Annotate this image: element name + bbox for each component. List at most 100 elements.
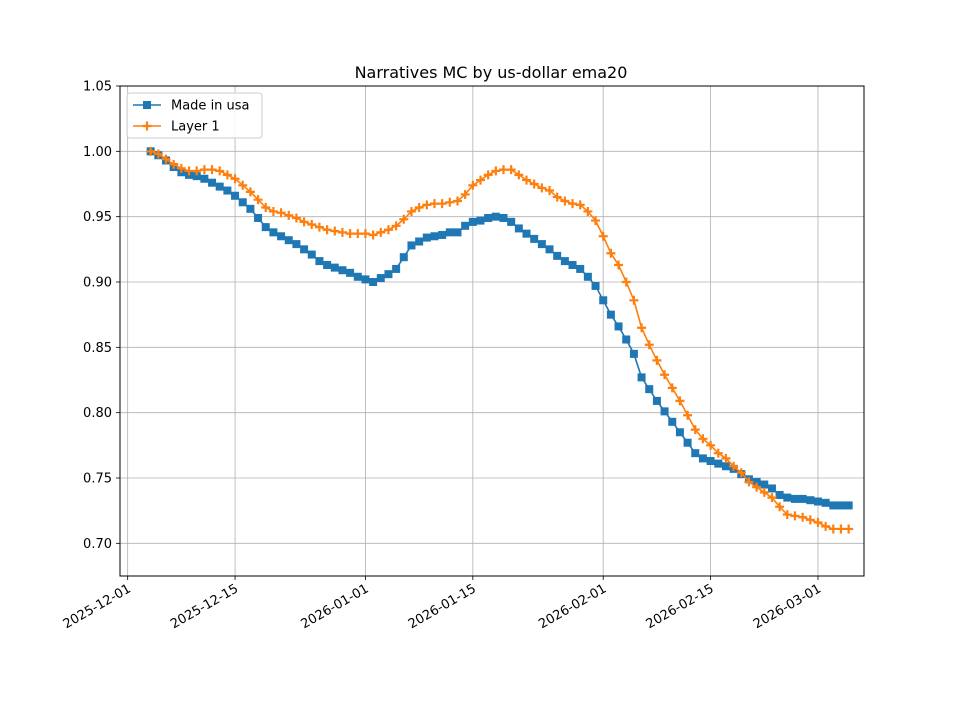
data-point [553,251,562,260]
data-point [276,208,286,218]
data-point [798,512,808,522]
y-tick-label: 1.00 [83,145,112,160]
data-point [268,206,278,216]
data-point [376,227,386,237]
data-point [445,197,455,207]
series-0 [146,147,853,510]
data-point [683,438,692,447]
data-point [821,498,830,507]
data-point [292,240,301,249]
data-point [629,295,639,305]
data-point [683,410,693,420]
data-point [430,232,439,241]
data-point [483,170,493,180]
data-point [253,195,263,205]
data-point [813,517,823,527]
data-point [407,241,416,250]
y-tick-label: 0.85 [83,341,112,356]
data-point [369,278,378,286]
data-point [438,230,447,239]
data-point [314,222,324,232]
data-point [721,462,730,471]
data-point [568,199,578,209]
data-point [514,170,524,180]
axes: 2025-12-01 2025-12-15 2026-01-01 2026-01-15… [61,80,824,633]
data-point [522,229,531,238]
data-point [460,189,470,199]
series-layer [146,146,854,534]
data-point [506,165,516,175]
data-point [307,250,316,259]
data-point [315,257,324,266]
data-point [583,272,592,281]
data-point [491,212,500,221]
data-point [230,174,240,184]
data-point [568,261,577,270]
data-point [254,213,263,222]
data-point [200,174,209,183]
data-point [767,493,777,503]
data-point [644,340,654,350]
data-point [529,179,539,189]
data-point [199,165,209,175]
data-point [299,217,309,227]
data-point [437,199,447,209]
data-point [330,226,340,236]
data-point [337,227,347,237]
data-point [415,237,424,246]
data-point [322,225,332,235]
data-point [391,221,401,231]
data-point [759,487,769,497]
data-point [805,515,815,525]
data-point [176,163,186,173]
data-point [836,524,846,534]
data-point [721,453,731,463]
data-point [468,180,478,190]
data-point [452,196,462,206]
data-point [345,229,355,239]
data-point [844,524,854,534]
data-point [829,501,838,510]
data-point [261,223,270,232]
data-point [231,191,240,200]
data-point [223,186,232,195]
data-point [222,170,232,180]
data-point [614,260,624,270]
legend-label: Made in usa [171,99,250,114]
data-point [422,200,432,210]
data-point [468,217,477,226]
data-point [491,166,501,176]
legend-marker [142,121,152,131]
data-point [169,159,179,169]
data-point [782,510,792,520]
x-tick-label: 2026-01-01 [299,581,372,632]
data-point [668,417,677,426]
data-point [323,261,332,270]
data-point [484,213,493,222]
data-point [790,511,800,521]
data-point [153,149,163,159]
data-point [821,521,831,531]
data-point [537,240,546,249]
data-point [775,490,784,499]
legend: Made in usa Layer 1 [126,92,263,139]
data-point [729,461,739,471]
data-point [238,180,248,190]
data-point [238,198,247,207]
data-point [591,216,601,226]
data-point [844,501,853,510]
data-point [660,370,670,380]
x-tick-label: 2026-03-01 [751,581,824,632]
data-point [353,272,362,281]
data-point [836,501,845,510]
data-point [376,274,385,283]
plot-frame [119,85,865,577]
data-point [629,349,638,358]
data-point [422,233,431,242]
data-point [660,407,669,416]
data-point [560,257,569,266]
data-point [806,496,815,505]
data-point [429,199,439,209]
data-point [675,428,684,437]
